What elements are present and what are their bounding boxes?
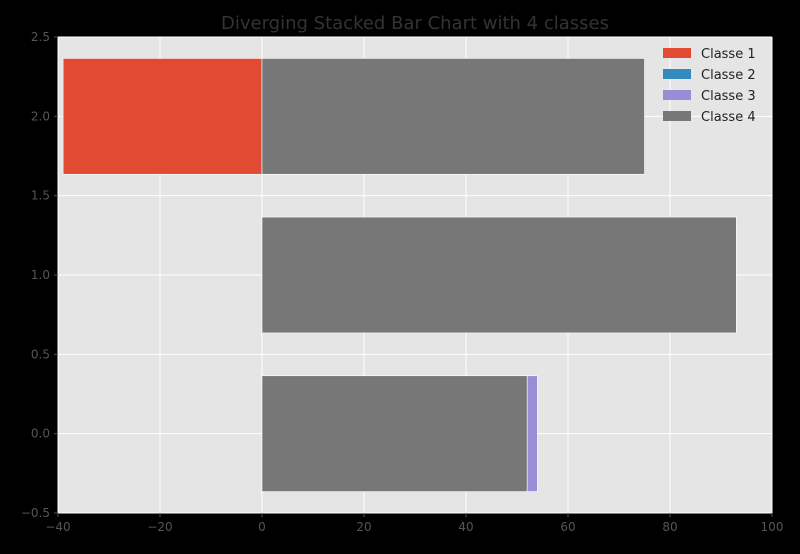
x-tick-label-2: 0 — [258, 520, 266, 534]
legend: Classe 1 Classe 2 Classe 3 Classe 4 — [663, 47, 756, 125]
x-tick-label-5: 60 — [560, 520, 575, 534]
y-tick-label-1: 0.0 — [31, 427, 50, 441]
legend-swatch-2 — [663, 69, 691, 79]
y-axis-ticks: −0.5 0.0 0.5 1.0 1.5 2.0 2.5 — [21, 30, 58, 520]
bar-classe-4-row-2 — [261, 58, 645, 175]
x-tick-label-1: −20 — [147, 520, 172, 534]
bar-classe-4-row-0 — [261, 375, 528, 492]
y-tick-label-0: −0.5 — [21, 506, 50, 520]
x-tick-label-6: 80 — [662, 520, 677, 534]
y-tick-label-4: 1.5 — [31, 189, 50, 203]
legend-swatch-4 — [663, 111, 691, 121]
bar-classe-1-row-2 — [62, 58, 263, 175]
legend-label-2: Classe 2 — [701, 68, 756, 83]
legend-label-3: Classe 3 — [701, 89, 756, 104]
y-tick-label-6: 2.5 — [31, 30, 50, 44]
y-tick-label-3: 1.0 — [31, 268, 50, 282]
bar-classe-3-row-0 — [526, 375, 538, 492]
legend-label-4: Classe 4 — [701, 110, 756, 125]
x-axis-ticks: −40 −20 0 20 40 60 80 100 — [45, 513, 783, 534]
legend-label-1: Classe 1 — [701, 47, 756, 62]
x-tick-label-0: −40 — [45, 520, 70, 534]
bar-classe-4-row-1 — [261, 216, 737, 334]
x-tick-label-7: 100 — [761, 520, 784, 534]
chart-title: Diverging Stacked Bar Chart with 4 class… — [221, 13, 609, 34]
y-tick-label-2: 0.5 — [31, 347, 50, 361]
legend-swatch-3 — [663, 90, 691, 100]
bars — [62, 58, 737, 492]
y-tick-label-5: 2.0 — [31, 109, 50, 123]
x-tick-label-3: 20 — [356, 520, 371, 534]
legend-swatch-1 — [663, 48, 691, 58]
x-tick-label-4: 40 — [458, 520, 473, 534]
